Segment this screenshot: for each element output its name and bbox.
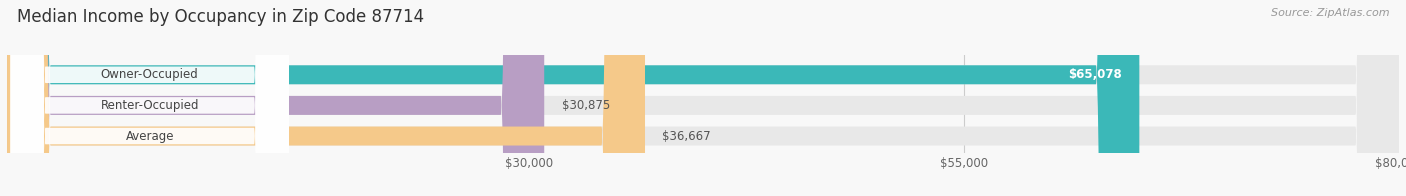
FancyBboxPatch shape — [7, 0, 544, 196]
FancyBboxPatch shape — [7, 0, 1399, 196]
Text: Owner-Occupied: Owner-Occupied — [101, 68, 198, 81]
Text: Renter-Occupied: Renter-Occupied — [100, 99, 200, 112]
Text: Source: ZipAtlas.com: Source: ZipAtlas.com — [1271, 8, 1389, 18]
FancyBboxPatch shape — [7, 0, 1399, 196]
FancyBboxPatch shape — [10, 0, 288, 196]
Text: $30,875: $30,875 — [561, 99, 610, 112]
Text: $36,667: $36,667 — [662, 130, 711, 142]
FancyBboxPatch shape — [7, 0, 1139, 196]
FancyBboxPatch shape — [7, 0, 645, 196]
Text: Median Income by Occupancy in Zip Code 87714: Median Income by Occupancy in Zip Code 8… — [17, 8, 425, 26]
FancyBboxPatch shape — [10, 0, 288, 196]
Text: Average: Average — [125, 130, 174, 142]
Text: $65,078: $65,078 — [1069, 68, 1122, 81]
FancyBboxPatch shape — [7, 0, 1399, 196]
FancyBboxPatch shape — [10, 0, 288, 196]
